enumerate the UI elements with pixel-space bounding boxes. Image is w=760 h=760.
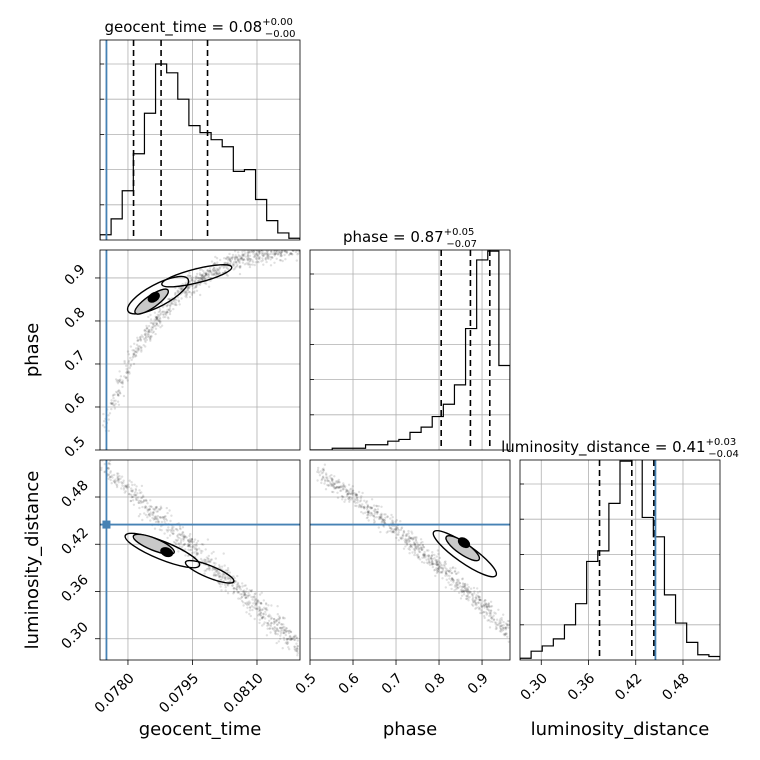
- hist-step-phase: [310, 250, 510, 450]
- xtick-label-luminosity_distance-1: 0.36: [565, 670, 598, 703]
- xtick-label-phase-0: 0.5: [293, 670, 320, 697]
- scatter-panel-luminosity_distance-vs-phase: [310, 460, 510, 660]
- xlabel-phase: phase: [383, 719, 437, 740]
- xtick-label-phase-3: 0.8: [422, 670, 449, 697]
- panel-title-geocent_time: geocent_time = 0.08+0.00 −0.00: [105, 17, 296, 40]
- ylabel-phase: phase: [22, 323, 43, 377]
- hist-frame-geocent_time: [99, 39, 301, 241]
- ytick-label-luminosity_distance-2: 0.42: [58, 525, 91, 558]
- xtick-label-luminosity_distance-0: 0.30: [518, 670, 551, 703]
- contour-luminosity_distance-vs-geocent_time-3: [184, 559, 235, 584]
- ylabel-luminosity_distance: luminosity_distance: [22, 471, 43, 650]
- sample-cloud-luminosity_distance-vs-geocent_time: [100, 460, 300, 657]
- ytick-label-luminosity_distance-1: 0.36: [58, 572, 91, 605]
- frame-phase-vs-geocent_time: [99, 249, 301, 451]
- ytick-label-luminosity_distance-3: 0.48: [58, 478, 91, 511]
- ytick-label-phase-1: 0.6: [62, 391, 89, 418]
- hist-panel-phase: [310, 250, 510, 450]
- xtick-label-phase-1: 0.6: [336, 670, 363, 697]
- xtick-label-phase-2: 0.7: [379, 670, 406, 697]
- ytick-label-phase-3: 0.8: [62, 305, 89, 332]
- scatter-panel-luminosity_distance-vs-geocent_time: [100, 460, 300, 660]
- contour-phase-vs-geocent_time-2: [147, 291, 160, 303]
- panel-title-phase: phase = 0.87+0.05 −0.07: [343, 227, 477, 250]
- ytick-label-phase-0: 0.5: [62, 434, 89, 461]
- ytick-label-phase-4: 0.9: [62, 262, 89, 289]
- contour-phase-vs-geocent_time-0: [126, 275, 190, 315]
- hist-panel-geocent_time: [100, 40, 300, 240]
- scatter-panel-phase-vs-geocent_time: [100, 250, 300, 450]
- injection-marker-luminosity_distance-vs-geocent_time: [102, 520, 111, 529]
- sample-cloud-phase-vs-geocent_time: [101, 250, 300, 433]
- xtick-label-luminosity_distance-3: 0.48: [659, 670, 692, 703]
- panel-title-luminosity_distance: luminosity_distance = 0.41+0.03 −0.04: [501, 437, 739, 460]
- hist-frame-luminosity_distance: [519, 459, 721, 661]
- contour-luminosity_distance-vs-geocent_time-2: [160, 547, 174, 558]
- xtick-label-geocent_time-1: 0.0795: [156, 670, 202, 716]
- hist-step-geocent_time: [100, 63, 300, 240]
- xlabel-luminosity_distance: luminosity_distance: [531, 719, 710, 740]
- xtick-label-geocent_time-0: 0.0780: [92, 670, 138, 716]
- contour-luminosity_distance-vs-phase-2: [457, 537, 471, 549]
- hist-panel-luminosity_distance: [520, 460, 720, 660]
- ytick-label-phase-2: 0.7: [62, 348, 89, 375]
- contour-phase-vs-geocent_time-3: [161, 264, 233, 288]
- hist-frame-phase: [309, 249, 511, 451]
- panels: [99, 39, 721, 661]
- xlabel-geocent_time: geocent_time: [139, 719, 262, 740]
- xtick-label-geocent_time-2: 0.0810: [221, 670, 267, 716]
- frame-luminosity_distance-vs-phase: [309, 459, 511, 661]
- contour-luminosity_distance-vs-phase-1: [445, 535, 481, 562]
- xtick-label-luminosity_distance-2: 0.42: [612, 670, 645, 703]
- sample-cloud-luminosity_distance-vs-phase: [316, 463, 510, 643]
- frame-luminosity_distance-vs-geocent_time: [99, 459, 301, 661]
- hist-step-luminosity_distance: [520, 460, 720, 660]
- xtick-label-phase-4: 0.9: [465, 670, 492, 697]
- contour-luminosity_distance-vs-geocent_time-0: [124, 532, 201, 569]
- ytick-label-luminosity_distance-0: 0.30: [58, 619, 91, 652]
